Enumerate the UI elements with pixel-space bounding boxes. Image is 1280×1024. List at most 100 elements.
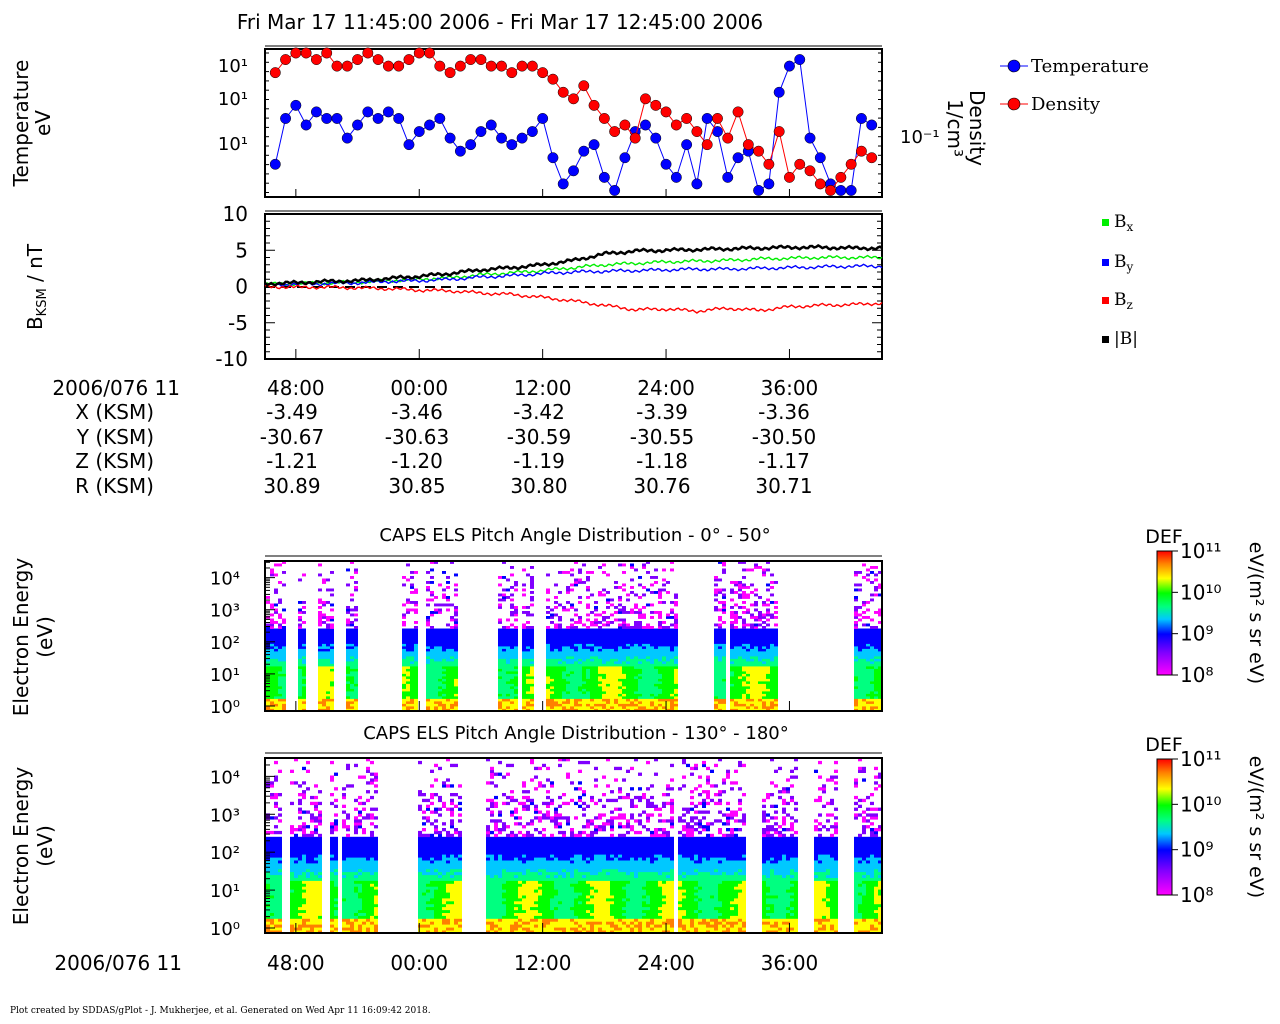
spectrogram-cell	[454, 648, 458, 652]
spectrogram-cell	[346, 621, 350, 624]
spectrogram-cell	[298, 930, 302, 934]
density-point	[300, 47, 312, 59]
spectrogram-cell	[750, 631, 754, 634]
spectrogram-cell	[326, 616, 330, 619]
spectrogram-cell	[330, 848, 334, 852]
spectrogram-cell	[514, 661, 518, 664]
spectrogram-cell	[634, 688, 638, 692]
spectrogram-cell	[606, 623, 610, 627]
spectrogram-cell	[346, 693, 350, 697]
spectrogram-cell	[530, 626, 534, 629]
spectrogram-cell	[594, 701, 598, 704]
spectrogram-cell	[722, 648, 726, 652]
spectrogram-cell	[714, 708, 718, 712]
spectrogram-cell	[298, 708, 302, 712]
spectrogram-cell	[342, 793, 346, 797]
spectrogram-cell	[758, 698, 762, 702]
spectrogram-cell	[766, 688, 770, 692]
spectrogram-cell	[274, 918, 278, 922]
spectrogram-cell	[754, 653, 758, 657]
spectrogram-cell	[866, 616, 870, 619]
spectrogram-cell	[662, 666, 666, 669]
spectrogram-cell	[298, 653, 302, 657]
spectrogram-cell	[314, 924, 318, 928]
spectrogram-cell	[622, 688, 626, 692]
spectrogram-cell	[334, 851, 338, 855]
spectrogram-cell	[330, 871, 334, 876]
spectrogram-cell	[526, 641, 530, 644]
spectrogram-cell	[650, 656, 654, 659]
spectrogram-cell	[554, 633, 558, 637]
spectrogram-cell	[514, 698, 518, 702]
spectrogram-cell	[350, 646, 354, 649]
spectrogram-cell	[614, 688, 618, 692]
spectrogram-cell	[746, 666, 750, 669]
spectrogram-cell	[578, 601, 582, 604]
density-point	[619, 119, 631, 131]
spectrogram-cell	[502, 631, 506, 634]
spectrogram-cell	[874, 691, 878, 694]
spectrogram-cell	[298, 798, 302, 803]
spectrogram-cell	[594, 681, 598, 684]
els1-ylabel-1: Electron Energy	[9, 558, 33, 717]
spectrogram-cell	[674, 618, 678, 622]
spectrogram-cell	[754, 563, 758, 567]
spectrogram-cell	[350, 628, 354, 632]
density-point	[341, 60, 353, 72]
spectrogram-cell	[302, 628, 306, 632]
spectrogram-cell	[318, 833, 322, 838]
spectrogram-cell	[738, 698, 742, 702]
spectrogram-cell	[598, 656, 602, 659]
spectrogram-cell	[750, 613, 754, 617]
spectrogram-cell	[666, 643, 670, 647]
spectrogram-cell	[530, 638, 534, 642]
spectrogram-cell	[302, 573, 306, 577]
spectrogram-cell	[854, 611, 858, 614]
spectrogram-cell	[774, 691, 778, 694]
spectrogram-cell	[306, 863, 310, 867]
temperature-point	[280, 113, 292, 124]
spectrogram-cell	[734, 646, 738, 649]
spectrogram-cell	[558, 633, 562, 637]
spectrogram-cell	[454, 643, 458, 647]
spectrogram-cell	[750, 651, 754, 654]
spectrogram-cell	[438, 706, 442, 709]
spectrogram-cell	[622, 706, 626, 709]
spectrogram-cell	[606, 633, 610, 637]
spectrogram-cell	[590, 651, 594, 654]
spectrogram-cell	[418, 895, 422, 899]
spectrogram-cell	[342, 787, 346, 791]
spectrogram-cell	[334, 868, 338, 873]
spectrogram-cell	[634, 568, 638, 572]
spectrogram-cell	[650, 641, 654, 644]
spectrogram-cell	[878, 633, 882, 637]
spectrogram-cell	[878, 631, 882, 634]
spectrogram-cell	[282, 693, 286, 697]
spectrogram-cell	[742, 591, 746, 594]
spectrogram-cell	[642, 593, 646, 597]
spectrogram-cell	[866, 671, 870, 674]
spectrogram-cell	[874, 661, 878, 664]
spectrogram-cell	[566, 638, 570, 642]
spectrogram-cell	[630, 706, 634, 709]
spectrogram-cell	[730, 588, 734, 592]
spectrogram-cell	[754, 588, 758, 592]
spectrogram-cell	[586, 578, 590, 582]
spectrogram-cell	[666, 613, 670, 617]
temp-density-frame	[264, 48, 883, 198]
spectrogram-cell	[594, 606, 598, 609]
density-point	[280, 54, 292, 65]
spectrogram-cell	[718, 618, 722, 622]
spectrogram-cell	[422, 898, 426, 902]
spectrogram-cell	[634, 671, 638, 674]
spectrogram-cell	[718, 701, 722, 704]
spectrogram-cell	[342, 810, 346, 814]
spectrogram-cell	[370, 877, 374, 881]
spectrogram-cell	[526, 688, 530, 692]
spectrogram-cell	[418, 915, 422, 919]
spectrogram-cell	[638, 596, 642, 599]
spectrogram-cell	[866, 648, 870, 652]
spectrogram-cell	[622, 708, 626, 712]
spectrogram-cell	[670, 696, 674, 699]
density-point	[712, 113, 723, 124]
